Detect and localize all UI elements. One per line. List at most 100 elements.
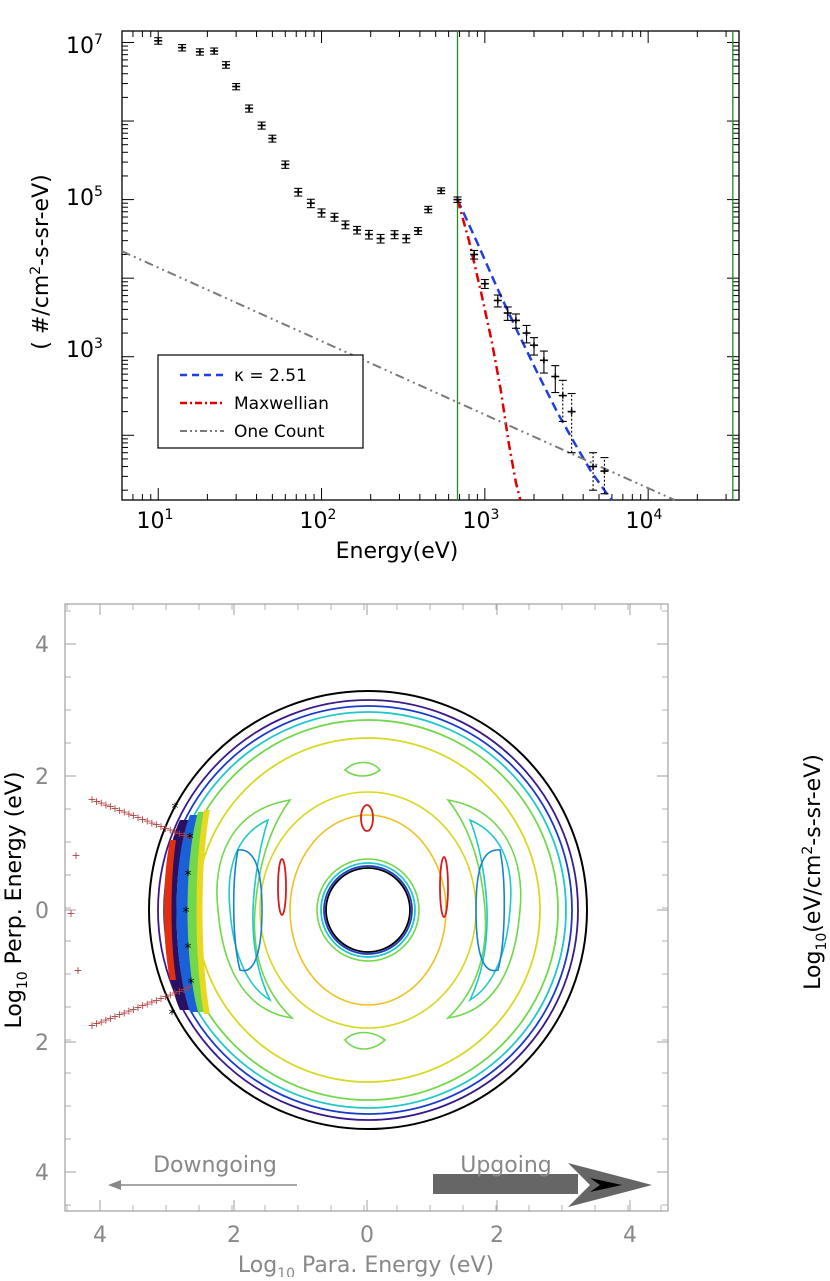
bottom-y-tick-2: 2 — [35, 765, 49, 790]
data-point — [530, 337, 539, 356]
data-point — [567, 392, 576, 454]
top-plot-frame — [121, 30, 740, 501]
lower-diagonal-marker: + — [120, 1006, 129, 1019]
legend: κ = 2.51 Maxwellian One Count — [157, 354, 364, 449]
bottom-y-tick-4: 2 — [35, 1031, 49, 1056]
bottom-axis-ticks — [65, 604, 668, 1211]
data-point — [511, 313, 520, 329]
red-peak-right — [439, 856, 449, 918]
data-point — [306, 198, 315, 209]
data-point — [424, 205, 433, 214]
bottom-y-tick-3: 0 — [35, 899, 49, 924]
data-point — [437, 187, 446, 195]
crescent-yellow — [196, 810, 210, 1014]
series-line-0 — [456, 199, 613, 501]
crescent-blue — [176, 815, 200, 1012]
data-point — [493, 294, 502, 308]
right-lobe-green — [445, 798, 522, 1020]
lower-diagonal-marker: + — [124, 1005, 133, 1018]
data-point — [600, 457, 609, 495]
red-peak-left — [277, 858, 287, 916]
data-point — [232, 83, 241, 91]
lower-diagonal-marker: + — [156, 992, 165, 1005]
crescent-asterisk-marker: * — [169, 1007, 176, 1023]
left-lobe-cyan — [228, 818, 272, 1003]
lower-diagonal-marker: + — [110, 1010, 119, 1023]
marker-overlays: ++++++++++++++++++++++++++++++++++++++++… — [66, 793, 194, 1032]
crescent-asterisk-marker: * — [188, 976, 195, 992]
series-line-1 — [456, 199, 522, 501]
upper-diagonal-marker: + — [170, 825, 179, 838]
contour-rings — [148, 690, 588, 1130]
x-tick-label-4: 104 — [626, 507, 663, 534]
data-point — [390, 230, 399, 240]
edge-marker: + — [73, 964, 82, 977]
lower-diagonal-marker: + — [147, 996, 156, 1009]
data-point — [210, 47, 219, 55]
crescent-asterisk-marker: * — [187, 831, 194, 847]
upper-diagonal-marker: + — [166, 824, 175, 837]
data-point — [341, 220, 350, 230]
upper-diagonal-marker: + — [97, 797, 106, 810]
data-point — [353, 225, 362, 235]
pitch-angle-contour-chart: ++++++++++++++++++++++++++++++++++++++++… — [2, 603, 830, 1281]
left-lobe-blue — [232, 849, 263, 972]
upper-diagonal-marker: + — [156, 820, 165, 833]
upgoing-arrow: Upgoing — [433, 1153, 652, 1207]
contour-inner-green — [316, 858, 420, 962]
upper-diagonal-marker: + — [161, 822, 170, 835]
data-points — [154, 37, 609, 495]
upper-diagonal-marker: + — [184, 831, 193, 844]
lower-diagonal-marker: + — [143, 997, 152, 1010]
bottom-x-tick-2: 2 — [227, 1223, 241, 1248]
crescent-asterisk-marker: * — [183, 905, 190, 921]
data-point — [178, 44, 187, 52]
data-point — [221, 61, 230, 69]
lower-diagonal-marker: + — [106, 1012, 115, 1025]
data-point — [551, 365, 560, 394]
upper-diagonal-marker: + — [138, 813, 147, 826]
lower-diagonal-marker: + — [179, 983, 188, 996]
upper-diagonal-marker: + — [110, 802, 119, 815]
data-point — [364, 229, 373, 240]
data-point — [589, 452, 598, 491]
bottom-y-axis-label: Log10 Perp. Energy (eV) — [2, 772, 31, 1029]
edge-marker: + — [71, 849, 80, 862]
data-point — [539, 350, 548, 374]
upper-diagonal-marker: + — [147, 816, 156, 829]
data-point — [195, 48, 204, 56]
upgoing-arrow-inner — [590, 1178, 622, 1192]
upper-diagonal-marker: + — [143, 815, 152, 828]
lower-diagonal-marker: + — [184, 981, 193, 994]
x-axis-label: Energy(eV) — [336, 539, 459, 564]
bottom-x-tick-4: 2 — [490, 1223, 504, 1248]
contour-inner-cyan — [320, 862, 416, 958]
downgoing-arrow-head — [108, 1180, 121, 1190]
legend-label-one-count: One Count — [234, 422, 325, 442]
crescent-asterisk-marker: * — [172, 801, 179, 817]
upper-diagonal-marker: + — [129, 809, 138, 822]
upper-diagonal-marker: + — [152, 818, 161, 831]
lower-diagonal-marker: + — [170, 987, 179, 1000]
lower-diagonal-marker: + — [138, 999, 147, 1012]
colorbar-label: Log10(eV/cm2-s-sr-eV) — [800, 754, 830, 990]
upper-diagonal-marker: + — [115, 804, 124, 817]
data-point — [281, 160, 290, 169]
lower-diagonal-marker: + — [175, 985, 184, 998]
series-line-2 — [121, 250, 675, 501]
upper-diagonal-marker: + — [133, 811, 142, 824]
upper-diagonal-marker: + — [120, 806, 129, 819]
upper-diagonal-marker: + — [101, 798, 110, 811]
x-tick-label-1: 101 — [137, 507, 174, 534]
bottom-y-tick-5: 4 — [35, 1161, 49, 1186]
contour-lobes — [216, 761, 522, 1050]
data-point — [470, 249, 479, 260]
contour-inner-core — [325, 867, 411, 953]
legend-box — [157, 354, 364, 449]
lower-diagonal-marker: + — [152, 994, 161, 1007]
downgoing-arrow: Downgoing — [108, 1153, 297, 1190]
lower-diagonal-marker: + — [166, 988, 175, 1001]
data-point — [294, 187, 303, 197]
legend-label-kappa: κ = 2.51 — [234, 366, 307, 386]
